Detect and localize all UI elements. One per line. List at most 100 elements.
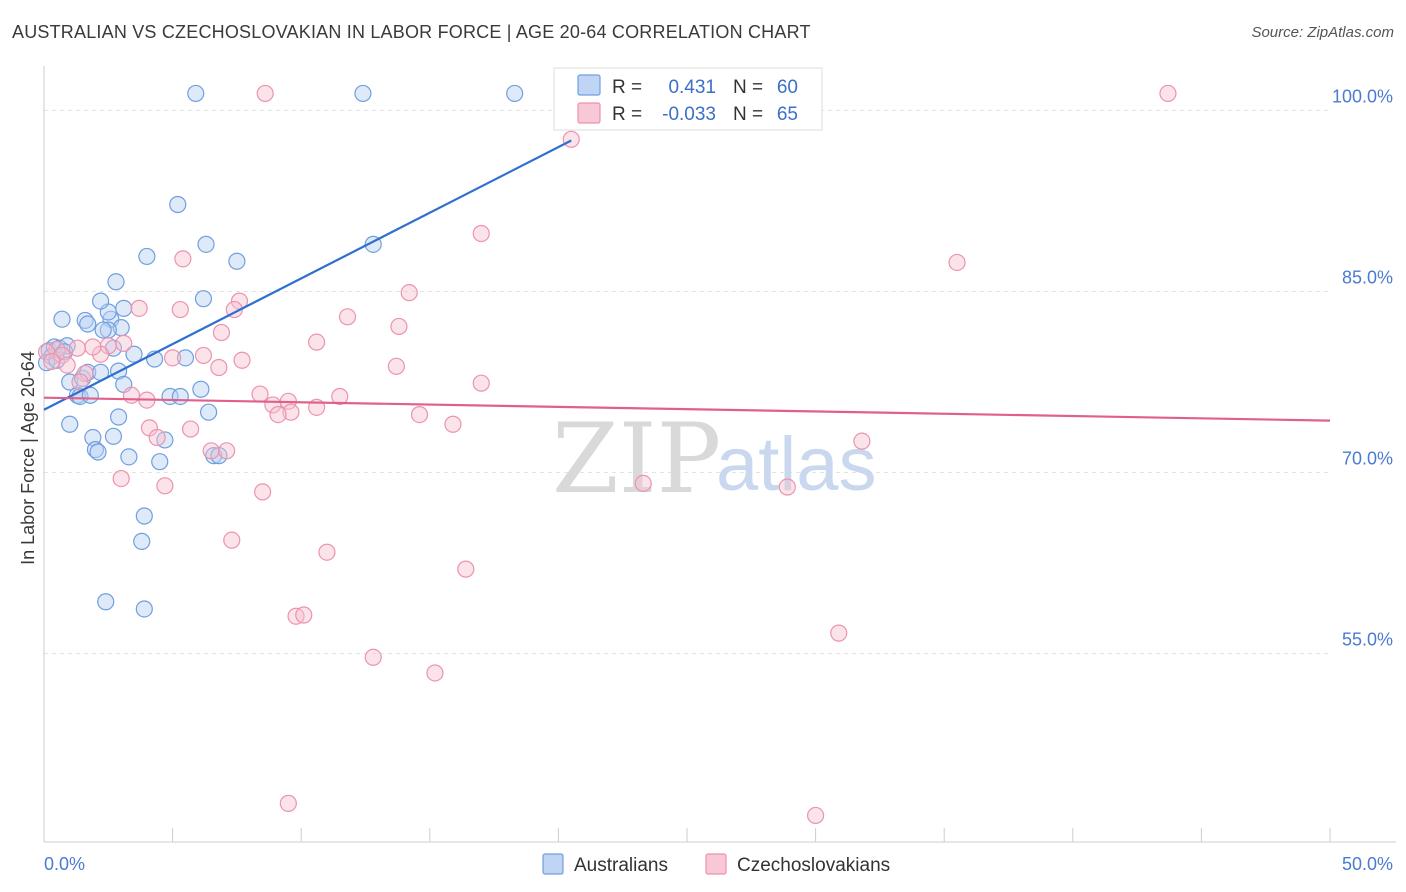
data-point-australians — [89, 443, 107, 461]
data-point-czechoslovakians — [279, 794, 297, 812]
data-point-australians — [94, 321, 112, 339]
data-point-australians — [61, 415, 79, 433]
data-points — [37, 84, 1177, 825]
data-point-czechoslovakians — [387, 357, 405, 375]
y-tick-label: 100.0% — [1332, 86, 1393, 106]
data-point-czechoslovakians — [148, 428, 166, 447]
legend-n-value-australians: 60 — [777, 77, 798, 98]
data-point-czechoslovakians — [634, 474, 652, 493]
data-point-czechoslovakians — [254, 483, 272, 501]
data-point-australians — [192, 380, 210, 398]
data-point-czechoslovakians — [194, 346, 213, 365]
series-legend-label-czechoslovakians: Czechoslovakians — [737, 855, 890, 876]
data-point-australians — [109, 408, 128, 426]
data-point-czechoslovakians — [251, 385, 269, 403]
data-point-australians — [91, 292, 110, 310]
data-point-czechoslovakians — [112, 469, 130, 488]
data-point-czechoslovakians — [212, 323, 231, 342]
data-point-czechoslovakians — [218, 442, 236, 460]
series-legend-swatch-australians — [542, 853, 564, 875]
data-point-australians — [86, 441, 105, 459]
legend-r-label-czechoslovakians: R = — [612, 104, 642, 125]
watermark-atlas: atlas — [716, 422, 877, 507]
data-point-czechoslovakians — [778, 478, 796, 496]
stats-legend: R = 0.431 N = 60 R = -0.033 N = 65 — [553, 67, 823, 131]
data-point-czechoslovakians — [76, 364, 94, 383]
y-tick-label: 55.0% — [1342, 630, 1393, 650]
data-point-czechoslovakians — [122, 386, 141, 404]
data-point-australians — [506, 84, 524, 103]
data-point-czechoslovakians — [338, 308, 357, 326]
data-point-czechoslovakians — [426, 664, 444, 682]
data-point-australians — [169, 195, 187, 214]
data-point-czechoslovakians — [948, 253, 966, 272]
data-point-australians — [138, 247, 156, 266]
x-tick-labels: 0.0% 50.0% — [44, 854, 1393, 874]
data-point-czechoslovakians — [164, 349, 182, 367]
legend-n-value-czechoslovakians: 65 — [777, 104, 798, 125]
data-point-czechoslovakians — [43, 352, 61, 371]
data-point-czechoslovakians — [171, 300, 189, 319]
data-point-czechoslovakians — [71, 373, 89, 391]
data-point-czechoslovakians — [472, 224, 490, 243]
data-point-australians — [354, 84, 372, 103]
data-point-czechoslovakians — [1159, 84, 1177, 103]
data-point-australians — [115, 299, 133, 317]
data-point-australians — [228, 252, 246, 270]
data-point-australians — [125, 345, 143, 363]
legend-r-value-czechoslovakians: -0.033 — [662, 104, 716, 125]
legend-n-label-australians: N = — [733, 77, 763, 98]
data-point-czechoslovakians — [182, 420, 200, 438]
data-point-czechoslovakians — [282, 403, 300, 421]
chart-title: AUSTRALIAN VS CZECHOSLOVAKIAN IN LABOR F… — [12, 22, 811, 42]
data-point-czechoslovakians — [410, 405, 429, 424]
data-point-australians — [135, 507, 153, 525]
data-point-czechoslovakians — [202, 442, 220, 460]
data-point-czechoslovakians — [364, 648, 382, 666]
trend-line-czechoslovakians — [43, 396, 1331, 422]
x-tick-label: 50.0% — [1342, 854, 1393, 874]
data-point-czechoslovakians — [115, 334, 133, 352]
data-point-czechoslovakians — [806, 806, 825, 825]
data-point-czechoslovakians — [457, 560, 475, 578]
data-point-czechoslovakians — [256, 84, 274, 103]
data-point-czechoslovakians — [472, 374, 490, 392]
y-tick-label: 85.0% — [1342, 267, 1393, 287]
data-point-australians — [133, 532, 151, 550]
trend-lines — [43, 139, 1331, 422]
data-point-czechoslovakians — [853, 432, 871, 450]
data-point-czechoslovakians — [130, 299, 148, 317]
data-point-czechoslovakians — [210, 358, 228, 377]
chart-source: Source: ZipAtlas.com — [1251, 24, 1394, 41]
trend-line-australians — [43, 139, 572, 411]
data-point-czechoslovakians — [269, 405, 287, 424]
y-tick-label: 70.0% — [1342, 449, 1393, 469]
data-point-czechoslovakians — [233, 351, 251, 369]
data-point-czechoslovakians — [68, 339, 87, 357]
data-point-australians — [135, 600, 153, 618]
gridlines — [44, 109, 1330, 655]
series-legend: Australians Czechoslovakians — [542, 853, 890, 876]
data-point-czechoslovakians — [318, 543, 336, 561]
data-point-australians — [176, 349, 195, 367]
data-point-czechoslovakians — [156, 477, 174, 495]
legend-swatch-australians — [577, 74, 601, 96]
data-point-czechoslovakians — [390, 317, 408, 336]
legend-n-label-czechoslovakians: N = — [733, 104, 763, 125]
data-point-australians — [79, 315, 97, 333]
data-point-australians — [107, 273, 125, 291]
data-point-czechoslovakians — [84, 338, 102, 356]
y-tick-labels: 55.0% 70.0% 85.0% 100.0% — [1332, 86, 1393, 649]
data-point-australians — [53, 310, 71, 328]
data-point-czechoslovakians — [830, 624, 848, 642]
data-point-czechoslovakians — [331, 387, 349, 406]
data-point-czechoslovakians — [53, 346, 71, 365]
data-point-australians — [205, 447, 223, 465]
data-point-czechoslovakians — [223, 531, 241, 549]
data-point-czechoslovakians — [444, 415, 462, 433]
series-legend-label-australians: Australians — [574, 855, 668, 876]
data-point-australians — [104, 427, 123, 445]
data-point-australians — [171, 387, 189, 406]
data-point-australians — [151, 453, 169, 471]
data-point-australians — [120, 448, 138, 466]
